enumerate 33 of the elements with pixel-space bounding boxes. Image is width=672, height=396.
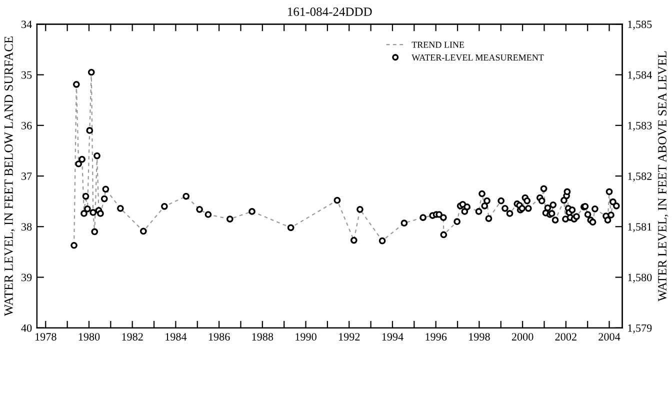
y2-tick-label: 1,585 bbox=[628, 20, 652, 30]
x-tick-label: 1984 bbox=[166, 333, 187, 341]
y2-tick-label: 1,584 bbox=[628, 71, 652, 80]
y2-tick-label: 1,583 bbox=[628, 122, 652, 131]
y-tick-label: 39 bbox=[22, 274, 32, 282]
legend-label: WATER-LEVEL MEASUREMENT bbox=[412, 54, 544, 61]
y-tick-label: 34 bbox=[22, 20, 32, 28]
x-tick-label: 1996 bbox=[426, 333, 447, 341]
x-tick-label: 1982 bbox=[122, 333, 143, 341]
y-tick-label: 40 bbox=[21, 324, 32, 332]
y2-tick-label: 1,579 bbox=[628, 324, 652, 334]
x-tick-label: 2002 bbox=[555, 333, 576, 341]
x-tick-label: 1998 bbox=[469, 333, 490, 341]
x-tick-label: 1992 bbox=[338, 333, 360, 341]
x-tick-label: 1988 bbox=[252, 333, 274, 341]
x-tick-label: 1980 bbox=[78, 333, 100, 341]
y2-tick-label: 1,582 bbox=[628, 172, 652, 182]
y-tick-label: 37 bbox=[22, 172, 32, 180]
y2-tick-label: 1,581 bbox=[628, 223, 652, 232]
y-tick-label: 38 bbox=[22, 223, 32, 231]
y-axis-title: WATER LEVEL, IN FEET BELOW LAND SURFACE bbox=[4, 36, 15, 316]
x-tick-label: 2000 bbox=[512, 333, 534, 341]
x-tick-label: 1994 bbox=[382, 333, 404, 341]
x-tick-label: 2004 bbox=[598, 333, 620, 341]
y-tick-label: 36 bbox=[22, 122, 32, 130]
y2-tick-label: 1,580 bbox=[628, 274, 652, 283]
y-tick-label: 35 bbox=[22, 71, 32, 79]
chart-title: 161-084-24DDD bbox=[288, 8, 372, 16]
y2-axis-title: WATER LEVEL, IN FEET ABOVE SEA LEVEL bbox=[658, 51, 668, 302]
x-tick-label: 1978 bbox=[36, 333, 56, 341]
x-tick-label: 1986 bbox=[208, 333, 230, 341]
x-tick-label: 1990 bbox=[296, 333, 316, 341]
legend-label: TREND LINE bbox=[412, 42, 464, 48]
